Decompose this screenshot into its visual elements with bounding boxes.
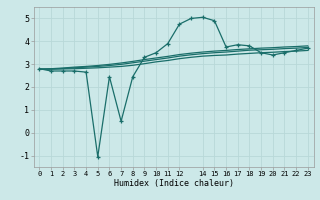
X-axis label: Humidex (Indice chaleur): Humidex (Indice chaleur) (114, 179, 234, 188)
